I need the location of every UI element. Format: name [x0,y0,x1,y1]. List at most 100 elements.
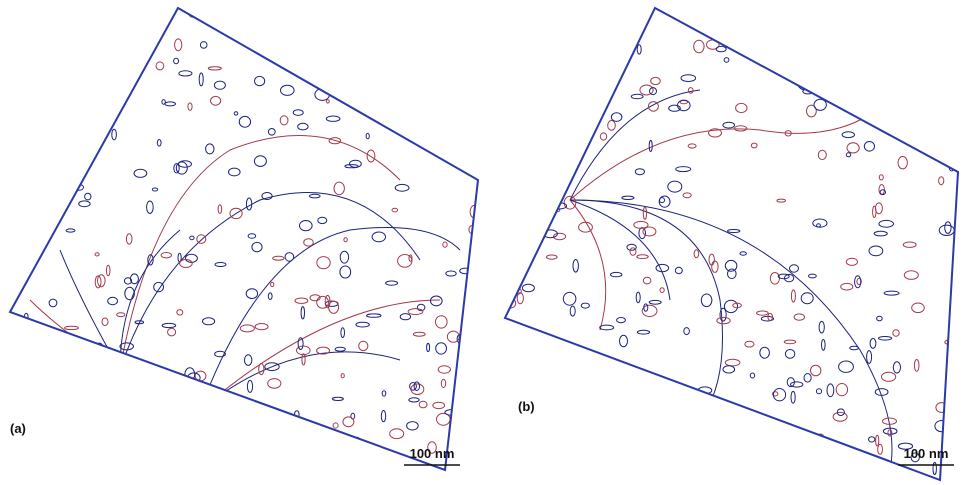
grain-contour [893,330,899,337]
contour-map [7,3,479,475]
grain-contour [131,24,144,31]
grain-contour [165,102,176,106]
grain-contour [933,462,936,474]
grain-contour [234,467,238,474]
grain-contour [570,392,578,404]
grain-contour [804,374,811,383]
grain-contour [600,383,610,389]
grain-contour [612,473,626,481]
grain-contour [935,421,949,432]
grain-contour [736,103,747,112]
grain-contour [93,391,100,404]
grain-contour [915,8,929,14]
grain-contour [271,282,274,286]
grain-contour [156,62,164,70]
contour [570,200,723,420]
grain-contour [709,254,714,265]
grain-contour [896,117,901,129]
grain-contour [208,67,221,70]
contour [570,200,892,470]
grain-contour [846,153,850,157]
grain-contour [174,58,179,63]
grain-contour [879,220,894,227]
grain-contour [740,252,746,255]
grain-contour [446,271,456,276]
grain-contour [822,340,826,351]
grain-contour [637,330,649,334]
grain-contour [240,325,254,332]
grain-contour [145,469,148,473]
grain-contour [831,3,838,14]
grain-contour [78,112,91,119]
grain-contour [549,67,564,70]
grain-contour [200,450,213,463]
grain-contour [19,263,33,266]
grain-contour [23,211,34,220]
grain-contour [17,357,27,367]
grain-contour [873,206,876,217]
grain-contour [882,372,896,381]
grain-contour [433,402,445,408]
grain-contour [246,289,257,299]
grain-contour [206,144,214,154]
grain-contour [247,380,252,392]
grain-contour [556,40,571,50]
grain-contour [285,253,294,262]
grain-contour [386,281,398,285]
grain-contour [701,294,712,307]
grain-contour [234,112,238,115]
grain-contour [688,144,696,148]
grain-contour [268,379,281,389]
grain-contour [245,355,252,366]
grain-contour [337,85,341,94]
grain-contour [281,85,295,95]
grain-contour [579,222,593,232]
grain-contour [26,89,36,99]
grain-contour [723,122,735,128]
grain-contour [581,303,589,308]
grain-contour [22,44,26,47]
grain-contour [152,188,157,191]
grain-contour [85,193,91,200]
grain-contour [502,143,510,147]
grain-contour [627,244,636,250]
grain-contour [950,387,955,400]
grain-contour [443,242,447,247]
grain-contour [836,384,847,396]
grain-contour [175,39,182,51]
grain-contour [869,437,875,442]
grain-contour [878,444,883,454]
grain-contour [867,351,872,364]
grain-contour [728,230,740,233]
grain-contour [7,287,21,292]
contour [570,120,860,200]
grain-contour [366,133,369,138]
grain-contour [885,99,897,108]
grain-contour [834,472,839,480]
grain-contour [850,346,859,350]
sample-outline [505,8,958,480]
grain-contour [408,309,423,315]
grain-contour [957,476,962,483]
grain-contour [15,272,28,281]
grain-contour [684,328,690,335]
grain-contour [335,459,348,469]
grain-contour [750,373,754,378]
grain-contour [190,236,194,240]
grain-contour [879,175,883,180]
grain-contour [418,68,427,80]
grain-contour [582,393,590,398]
grain-contour [321,463,326,466]
grain-contour [460,268,471,274]
grain-contour [400,314,410,320]
grain-contour [405,75,420,82]
grain-contour [255,324,268,330]
grain-contour [534,153,541,161]
grain-contour [200,42,207,49]
grain-contour [563,292,576,305]
grain-contour [818,150,826,159]
grain-contour [718,22,728,29]
grain-contour [302,354,305,365]
grain-contour [391,28,399,37]
figure: (a) 100 nm (b) 100 nm [0,0,966,485]
